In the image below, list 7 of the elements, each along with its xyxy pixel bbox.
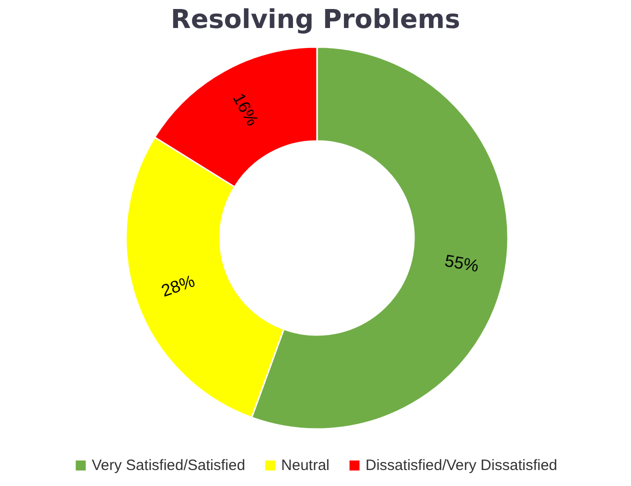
data-label: 55% [443,251,480,276]
legend-label: Dissatisfied/Very Dissatisfied [366,457,558,474]
legend-label: Neutral [281,457,330,474]
legend-label: Very Satisfied/Satisfied [92,457,246,474]
data-label: 16% [228,90,262,130]
data-label: 28% [158,272,198,301]
chart-title: Resolving Problems [170,5,460,35]
